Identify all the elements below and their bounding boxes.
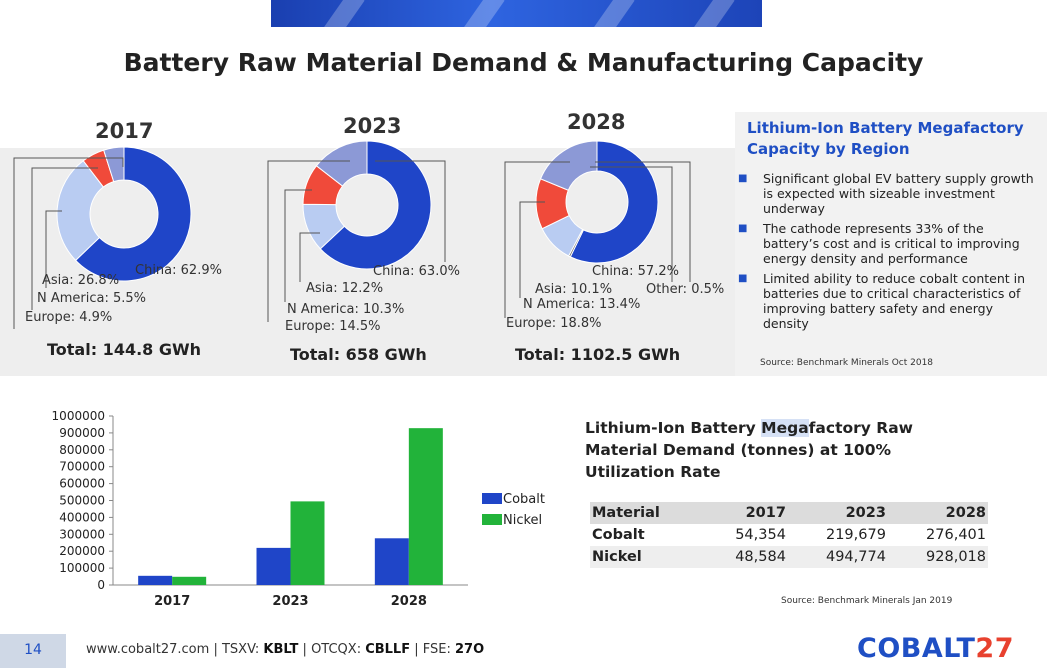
bar-nickel-2023	[290, 501, 325, 585]
legend-label-cobalt: Cobalt	[503, 492, 545, 507]
x-tick-label: 2023	[272, 594, 308, 609]
label-2023-namerica: N America: 10.3%	[287, 302, 405, 317]
donut-2028	[535, 140, 659, 264]
table-row: Cobalt 54,354 219,679 276,401	[590, 524, 988, 546]
table-cell: 48,584	[702, 546, 788, 568]
raw-material-bar-chart: 0 100000 200000 300000 400000 500000 600000 700…	[0, 400, 560, 615]
megafactory-bullets: ■ Significant global EV battery supply gr…	[735, 171, 1040, 336]
table-row: Nickel 48,584 494,774 928,018	[590, 546, 988, 568]
label-2028-europe: Europe: 18.8%	[506, 316, 602, 331]
table-cell: 54,354	[702, 524, 788, 546]
page-number: 14	[0, 634, 66, 668]
y-tick-label: 400000	[59, 510, 105, 524]
label-2017-china: China: 62.9%	[135, 263, 222, 278]
donut-2017-year: 2017	[95, 119, 154, 143]
label-2017-namerica: N America: 5.5%	[37, 291, 147, 306]
y-tick-label: 1000000	[52, 409, 105, 423]
cobalt27-logo: COBALT27	[857, 633, 1014, 664]
legend-label-nickel: Nickel	[503, 513, 542, 528]
table-header-cell: Material	[590, 502, 703, 524]
table-header-cell: 2023	[787, 502, 888, 524]
bullet-item: ■ Limited ability to reduce cobalt conten…	[738, 271, 1026, 331]
donut-slice-china	[569, 140, 659, 264]
y-tick-label: 900000	[59, 426, 105, 440]
table-header-cell: 2017	[702, 502, 788, 524]
bullet-square-icon: ■	[738, 223, 748, 234]
table-header-row: Material 2017 2023 2028	[590, 502, 988, 524]
table-cell: 494,774	[787, 546, 888, 568]
megafactory-panel	[735, 112, 1047, 376]
table-cell: 219,679	[787, 524, 888, 546]
donut-slice-europe	[315, 140, 368, 187]
bar-nickel-2017	[172, 576, 207, 585]
donut-2028-year: 2028	[567, 110, 626, 134]
total-2023: Total: 658 GWh	[290, 345, 427, 364]
total-2028: Total: 1102.5 GWh	[515, 345, 681, 364]
donut-charts	[13, 140, 691, 329]
footer-website-link[interactable]: www.cobalt27.com	[86, 642, 210, 657]
donut-2023	[302, 140, 432, 270]
y-tick-label: 600000	[59, 477, 105, 491]
bar-cobalt-2017	[138, 575, 173, 585]
megafactory-panel-title: Lithium-Ion Battery Megafactory Capacity…	[747, 119, 1024, 158]
bar-cobalt-2023	[256, 547, 291, 585]
source-note-jan-2019: Source: Benchmark Minerals Jan 2019	[781, 596, 953, 606]
label-2017-europe: Europe: 4.9%	[25, 310, 113, 325]
y-tick-label: 800000	[59, 443, 105, 457]
page-title: Battery Raw Material Demand & Manufactur…	[123, 48, 924, 77]
bullet-square-icon: ■	[738, 273, 748, 284]
label-2017-asia: Asia: 26.8%	[42, 273, 120, 288]
label-2028-other: Other: 0.5%	[646, 282, 725, 297]
table-cell: 276,401	[887, 524, 988, 546]
bullet-square-icon: ■	[738, 173, 748, 184]
footer-tickers: www.cobalt27.com | TSXV: KBLT | OTCQX: C…	[86, 642, 485, 657]
table-cell: 928,018	[887, 546, 988, 568]
y-tick-label: 500000	[59, 494, 105, 508]
source-note-oct-2018: Source: Benchmark Minerals Oct 2018	[760, 358, 934, 368]
table-header-cell: 2028	[887, 502, 988, 524]
label-2028-china: China: 57.2%	[592, 264, 679, 279]
donut-slice-china	[74, 146, 192, 282]
donut-slice-china	[319, 140, 432, 270]
donut-2023-year: 2023	[343, 114, 402, 138]
table-cell: Nickel	[590, 546, 703, 568]
legend-swatch-nickel	[482, 514, 502, 525]
raw-material-table: Material 2017 2023 2028 Cobalt 54,354 21…	[590, 502, 988, 568]
table-cell: Cobalt	[590, 524, 703, 546]
bar-cobalt-2028	[374, 538, 409, 585]
leader-lines	[13, 157, 691, 329]
y-tick-label: 200000	[59, 544, 105, 558]
table-title: Lithium-Ion Battery Megafactory Raw Mate…	[585, 419, 913, 481]
label-2028-asia: Asia: 10.1%	[535, 282, 613, 297]
bullet-item: ■ Significant global EV battery supply gr…	[738, 171, 1034, 216]
legend-swatch-cobalt	[482, 493, 502, 504]
donut-slice-europe	[539, 140, 598, 191]
label-2023-china: China: 63.0%	[373, 264, 460, 279]
y-tick-label: 100000	[59, 561, 105, 575]
donut-slice-asia	[56, 160, 105, 262]
label-2023-asia: Asia: 12.2%	[306, 281, 384, 296]
total-2017: Total: 144.8 GWh	[47, 340, 202, 359]
label-2028-namerica: N America: 13.4%	[523, 297, 641, 312]
bullet-item: ■ The cathode represents 33% of the batte…	[738, 221, 1020, 266]
label-2023-europe: Europe: 14.5%	[285, 319, 381, 334]
donut-slice-europe	[103, 146, 125, 183]
header-banner-image	[271, 0, 762, 27]
bar-nickel-2028	[408, 428, 443, 585]
x-tick-label: 2028	[391, 594, 427, 609]
x-tick-label: 2017	[154, 594, 190, 609]
donut-2017	[56, 146, 192, 282]
y-tick-label: 700000	[59, 460, 105, 474]
y-tick-label: 300000	[59, 527, 105, 541]
y-tick-label: 0	[97, 578, 105, 592]
